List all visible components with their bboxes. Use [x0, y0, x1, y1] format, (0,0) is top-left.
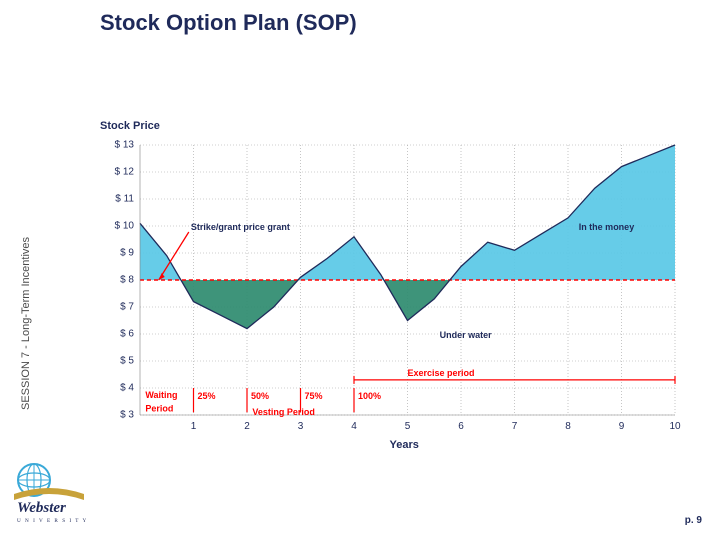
svg-text:100%: 100%: [358, 391, 381, 401]
svg-text:50%: 50%: [251, 391, 269, 401]
y-tick-label: $ 10: [100, 221, 134, 232]
y-tick-label: $ 7: [100, 302, 134, 313]
svg-text:Exercise period: Exercise period: [408, 368, 475, 378]
x-tick-label: 3: [291, 421, 311, 432]
y-tick-label: $ 9: [100, 248, 134, 259]
slide: Stock Option Plan (SOP) SESSION 7 - Long…: [0, 0, 720, 540]
y-tick-label: $ 6: [100, 329, 134, 340]
logo-text-top: Webster: [17, 500, 66, 516]
session-side-label: SESSION 7 - Long-Term Incentives: [20, 237, 32, 410]
page-title: Stock Option Plan (SOP): [100, 10, 357, 36]
x-tick-label: 2: [237, 421, 257, 432]
sop-chart: Strike/grant price grant In the money Unde…: [100, 140, 680, 440]
x-tick-label: 7: [505, 421, 525, 432]
page-number: p. 9: [685, 515, 702, 526]
x-tick-label: 5: [398, 421, 418, 432]
y-tick-label: $ 13: [100, 140, 134, 151]
x-tick-label: 4: [344, 421, 364, 432]
y-tick-label: $ 8: [100, 275, 134, 286]
logo-text-bottom: U N I V E R S I T Y: [17, 518, 86, 524]
svg-text:In the money: In the money: [579, 222, 635, 232]
yaxis-title: Stock Price: [100, 120, 160, 132]
y-tick-label: $ 12: [100, 167, 134, 178]
y-tick-label: $ 5: [100, 356, 134, 367]
svg-text:Period: Period: [145, 404, 173, 414]
x-tick-label: 9: [612, 421, 632, 432]
y-tick-label: $ 4: [100, 383, 134, 394]
svg-text:Waiting: Waiting: [145, 390, 177, 400]
xaxis-title: Years: [390, 439, 419, 451]
x-tick-label: 8: [558, 421, 578, 432]
y-tick-label: $ 11: [100, 194, 134, 205]
svg-text:Strike/grant price grant: Strike/grant price grant: [191, 222, 290, 232]
y-tick-label: $ 3: [100, 410, 134, 421]
chart-container: Strike/grant price grant In the money Unde…: [100, 140, 680, 440]
svg-text:25%: 25%: [198, 391, 216, 401]
x-tick-label: 6: [451, 421, 471, 432]
svg-text:Under water: Under water: [440, 330, 493, 340]
x-tick-label: 1: [184, 421, 204, 432]
svg-text:75%: 75%: [305, 391, 323, 401]
svg-text:Vesting Period: Vesting Period: [252, 407, 315, 417]
webster-logo: Webster U N I V E R S I T Y: [12, 460, 86, 526]
x-tick-label: 10: [665, 421, 685, 432]
